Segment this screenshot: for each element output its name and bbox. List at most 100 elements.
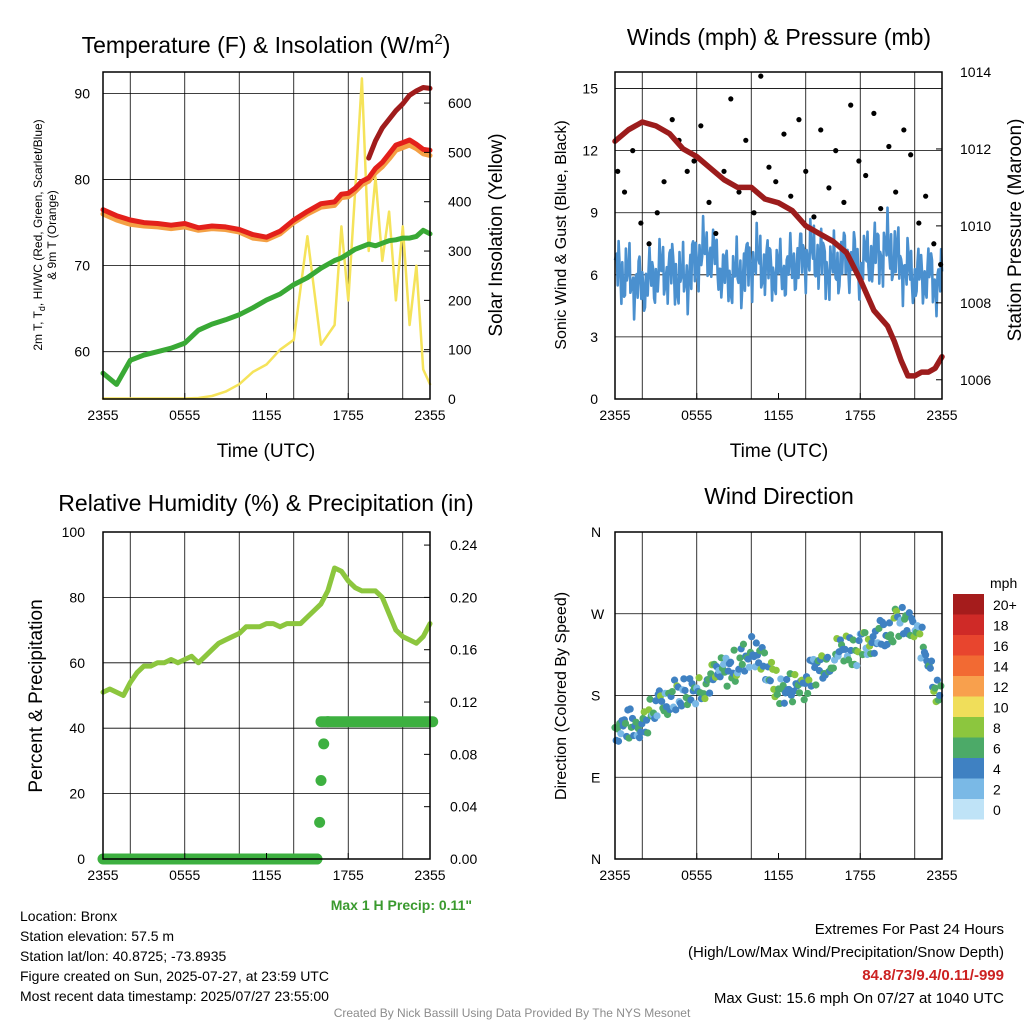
max-gust: Max Gust: 15.6 mph On 07/27 at 1040 UTC bbox=[713, 990, 1004, 1007]
direction-point bbox=[779, 681, 787, 690]
direction-point bbox=[795, 689, 804, 697]
direction-point bbox=[909, 618, 917, 626]
wind-pressure-series bbox=[612, 73, 945, 379]
station-elevation: Station elevation: 57.5 m bbox=[20, 928, 175, 944]
direction-point bbox=[773, 690, 781, 698]
y-tick-label-left: 20 bbox=[69, 786, 85, 802]
speed-colorbar: 20+ 18 16 14 12 10 8 6 4 2 0 bbox=[953, 594, 1017, 820]
wind-pressure-frame bbox=[614, 71, 943, 400]
gust-point bbox=[908, 152, 914, 158]
y-tick-label-left: 40 bbox=[69, 720, 85, 736]
temperature-ylabel-left-2: & 9m T (Orange) bbox=[45, 190, 59, 280]
y-tick-label-right: 0.24 bbox=[450, 537, 477, 553]
colorbar-label: 8 bbox=[993, 720, 1001, 736]
gust-point bbox=[923, 193, 929, 199]
direction-point bbox=[777, 675, 785, 683]
colorbar-label: 4 bbox=[993, 761, 1001, 777]
gust-point bbox=[901, 127, 907, 133]
x-tick-label: 2355 bbox=[926, 407, 957, 423]
y-tick-label-left: 3 bbox=[590, 329, 598, 345]
colorbar-label: 12 bbox=[993, 679, 1009, 695]
y-tick-label-right: 500 bbox=[448, 144, 472, 160]
direction-point bbox=[812, 681, 820, 689]
direction-point bbox=[767, 658, 776, 667]
extremes-subtitle: (High/Low/Max Wind/Precipitation/Snow De… bbox=[688, 944, 1004, 961]
direction-point bbox=[745, 663, 753, 671]
direction-point bbox=[766, 677, 774, 685]
y-tick-label-right: 1014 bbox=[960, 64, 991, 80]
y-tick-label-left: 100 bbox=[62, 524, 86, 540]
direction-point bbox=[617, 730, 625, 738]
direction-point bbox=[646, 695, 654, 703]
direction-point bbox=[805, 676, 813, 684]
y-tick-label-right: 0.16 bbox=[450, 642, 477, 658]
gust-point bbox=[916, 220, 922, 226]
y-tick-label-left: 0 bbox=[590, 391, 598, 407]
colorbar-label: 16 bbox=[993, 638, 1009, 654]
gust-point bbox=[758, 73, 764, 79]
direction-point bbox=[701, 694, 709, 703]
x-tick-label: 2355 bbox=[599, 867, 630, 883]
direction-point bbox=[752, 639, 760, 647]
y-tick-label-right: 100 bbox=[448, 342, 472, 358]
direction-point bbox=[695, 674, 703, 682]
direction-point bbox=[823, 653, 832, 661]
direction-point bbox=[723, 682, 731, 690]
gust-point bbox=[766, 164, 772, 170]
temperature-ylabel-right: Solar Insolation (Yellow) bbox=[486, 133, 507, 336]
direction-point bbox=[926, 664, 934, 672]
x-tick-label: 1755 bbox=[845, 407, 876, 423]
y-tick-label-right: 200 bbox=[448, 292, 472, 308]
direction-point bbox=[829, 664, 837, 672]
x-tick-label: 1155 bbox=[763, 867, 793, 883]
direction-point bbox=[614, 737, 623, 745]
direction-point bbox=[883, 640, 891, 649]
x-tick-label: 2355 bbox=[87, 867, 118, 883]
direction-point bbox=[744, 655, 752, 663]
x-tick-label: 0555 bbox=[681, 407, 712, 423]
humidity-line bbox=[100, 565, 433, 698]
y-tick-label: N bbox=[591, 524, 601, 540]
gust-point bbox=[654, 210, 660, 216]
gust-point bbox=[661, 179, 667, 185]
gust-point bbox=[833, 148, 839, 154]
direction-point bbox=[783, 675, 791, 684]
colorbar-swatch bbox=[953, 696, 984, 717]
pressure-line bbox=[612, 119, 945, 379]
y-tick-label-right: 0.08 bbox=[450, 746, 477, 762]
y-tick-label: E bbox=[591, 769, 600, 785]
wind-pressure-ylabel-left: Sonic Wind & Gust (Blue, Black) bbox=[553, 120, 570, 349]
dewpoint-line bbox=[100, 227, 433, 387]
y-tick-label-right: 0.12 bbox=[450, 694, 477, 710]
gust-point bbox=[788, 193, 794, 199]
colorbar-swatch bbox=[953, 614, 984, 635]
temp-2m-line bbox=[100, 137, 433, 240]
direction-point bbox=[861, 629, 869, 637]
wind-direction-title: Wind Direction bbox=[704, 483, 854, 509]
direction-point bbox=[780, 699, 788, 707]
direction-point bbox=[644, 729, 652, 737]
humidity-ylabel: Percent & Precipitation bbox=[26, 599, 47, 792]
colorbar-swatch bbox=[953, 635, 984, 656]
direction-point bbox=[668, 687, 676, 696]
direction-point bbox=[716, 673, 724, 681]
y-tick-label: N bbox=[591, 851, 601, 867]
gust-point bbox=[621, 189, 628, 195]
colorbar-label: 20+ bbox=[993, 597, 1017, 613]
gust-point bbox=[871, 110, 877, 116]
direction-point bbox=[642, 716, 651, 724]
x-tick-label: 2355 bbox=[414, 407, 445, 423]
direction-point bbox=[898, 603, 906, 612]
temperature-ylabel-left: 2m T, Td, HI/WC (Red, Green, Scarlet/Blu… bbox=[31, 119, 47, 350]
direction-point bbox=[720, 660, 728, 668]
y-tick-label-left: 15 bbox=[582, 81, 598, 97]
y-tick-label-left: 12 bbox=[582, 143, 598, 159]
figure-created: Figure created on Sun, 2025-07-27, at 23… bbox=[20, 968, 329, 984]
gust-point bbox=[743, 137, 749, 143]
gust-point bbox=[841, 199, 847, 205]
temperature-title: Temperature (F) & Insolation (W/m2) bbox=[82, 31, 451, 58]
direction-point bbox=[937, 682, 945, 690]
direction-point bbox=[691, 700, 700, 708]
extremes-values: 84.8/73/9.4/0.11/-999 bbox=[862, 967, 1004, 984]
